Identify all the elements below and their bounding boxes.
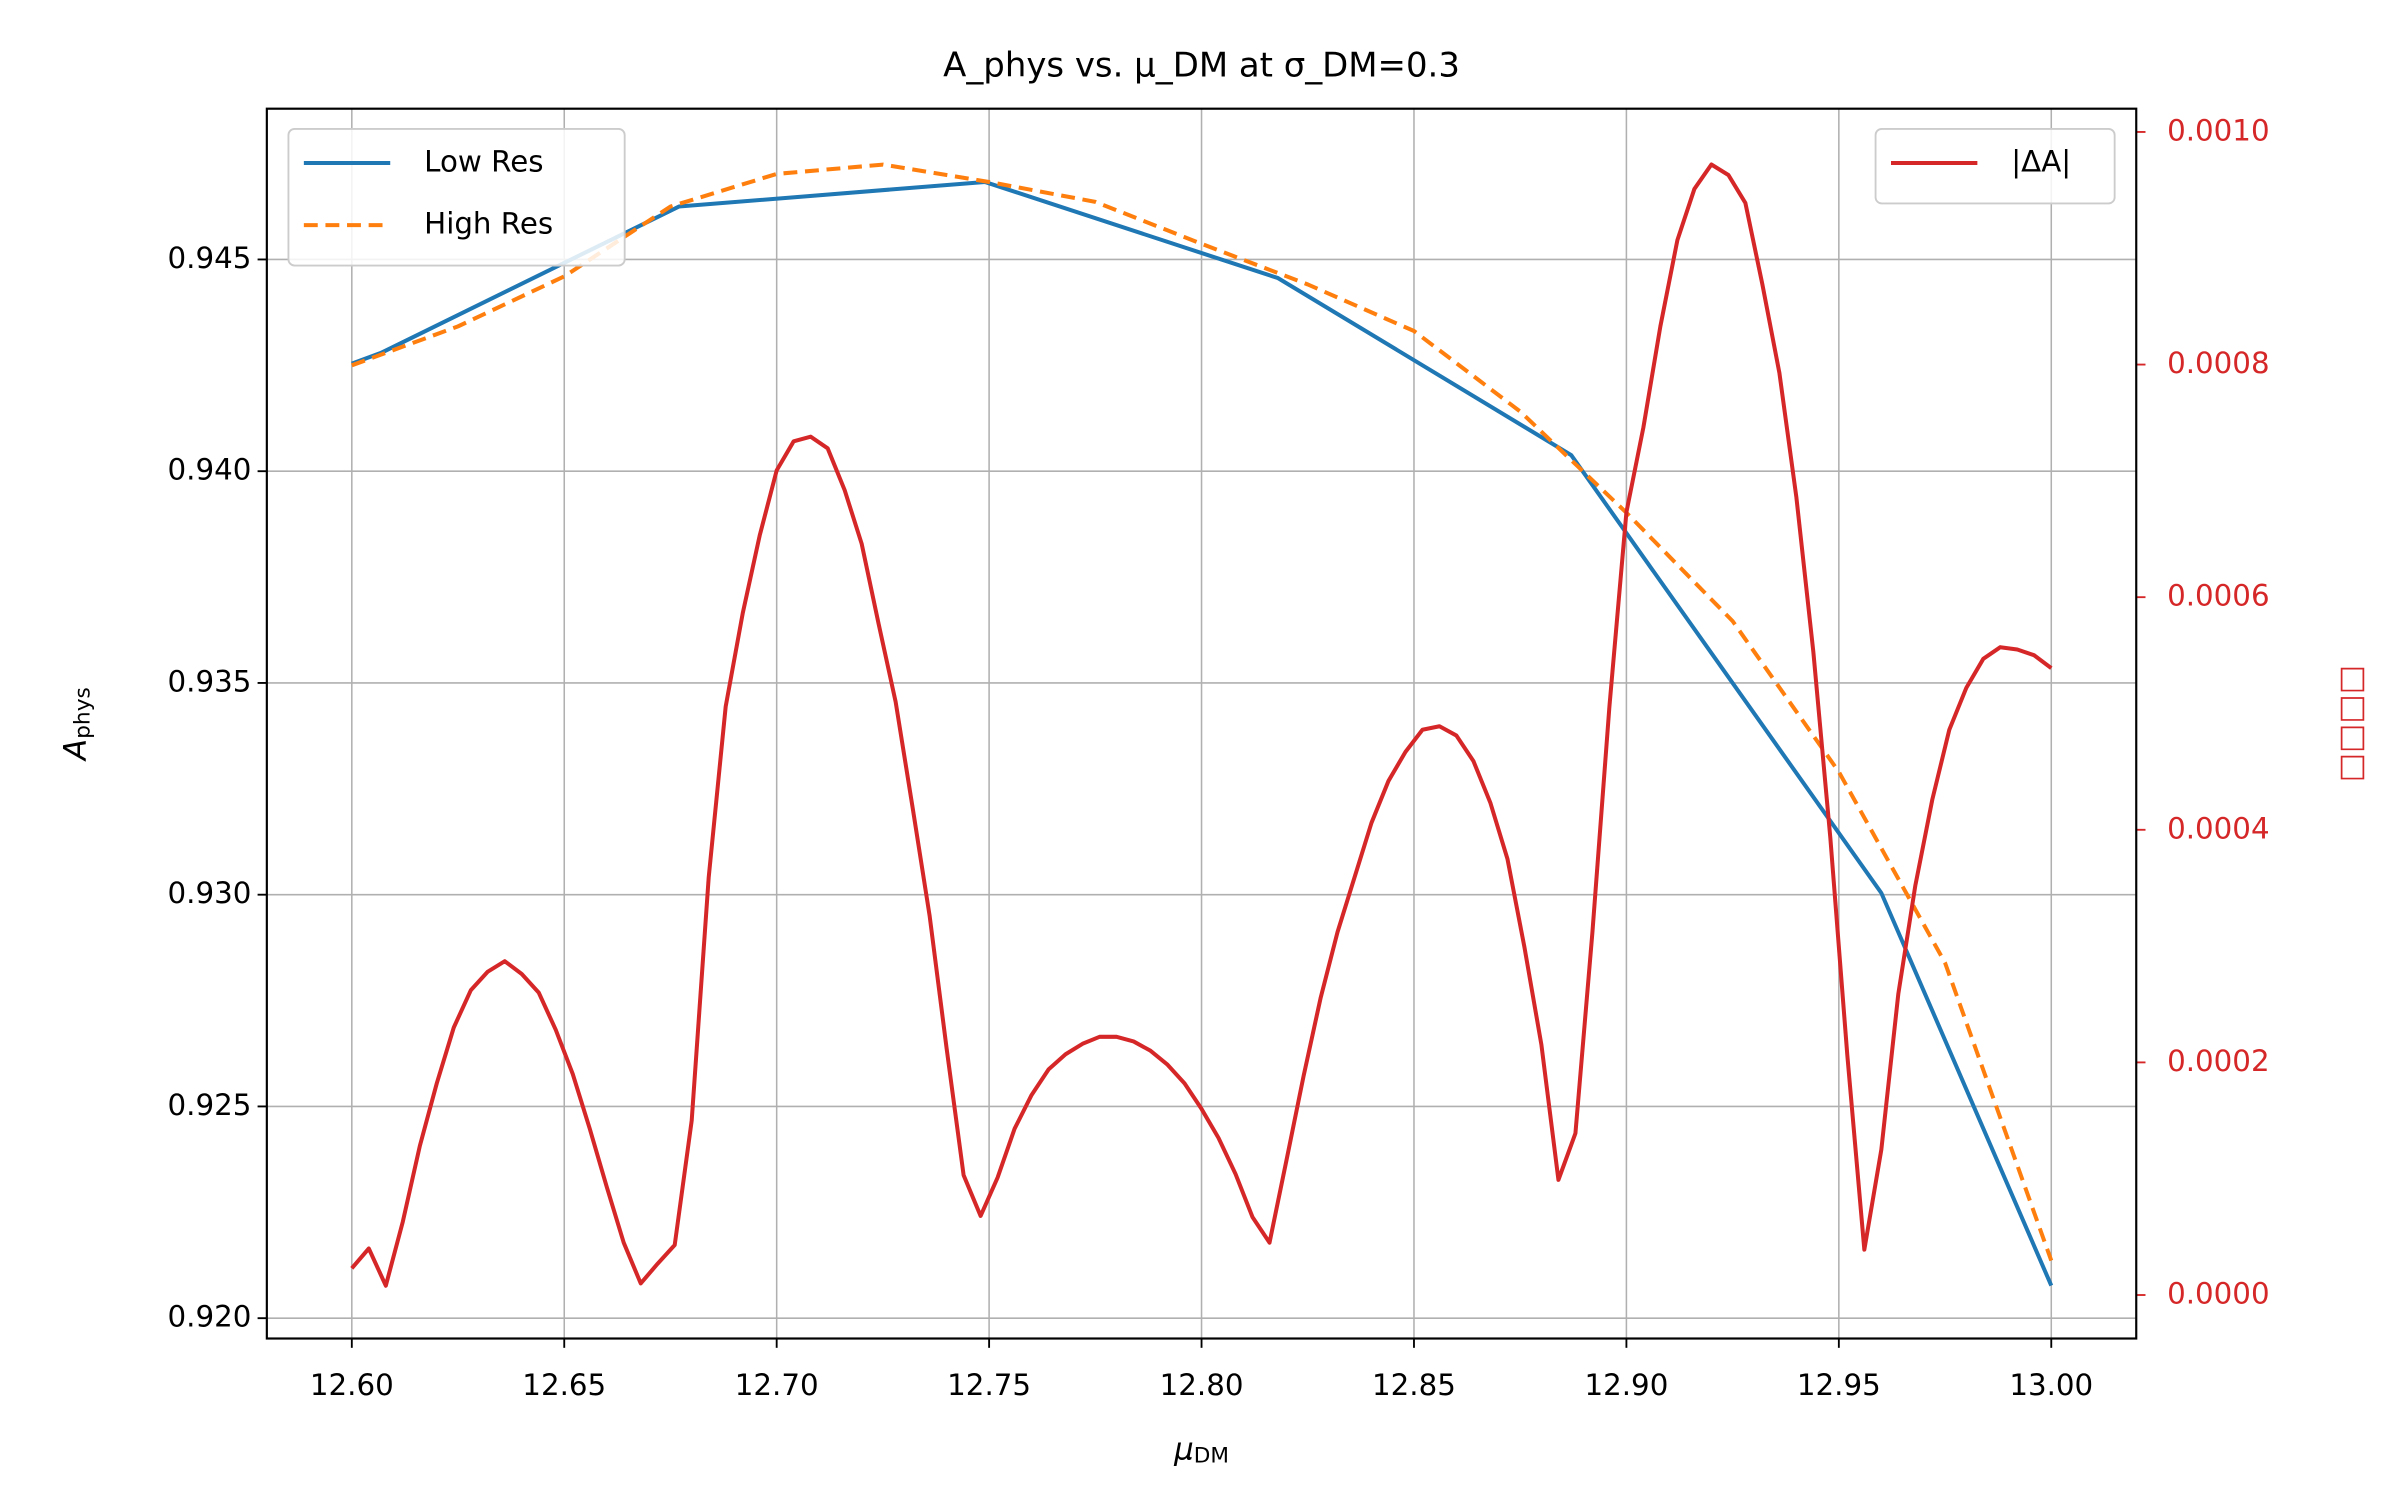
x-tick-label: 12.60 — [310, 1368, 394, 1402]
y2-tick-label: 0.0006 — [2167, 579, 2269, 613]
plot-frame — [265, 107, 2138, 1340]
legend-label: Low Res — [424, 144, 543, 178]
x-tick-label: 12.75 — [947, 1368, 1031, 1402]
x-tick-label: 12.95 — [1797, 1368, 1881, 1402]
y2-tick-label: 0.0002 — [2167, 1044, 2269, 1078]
y-axis-label: Aphys — [58, 687, 96, 762]
y2-tick-label: 0.0008 — [2167, 346, 2269, 380]
y-axis-label-subscript: phys — [70, 687, 95, 739]
y-tick-label: 0.930 — [168, 876, 252, 910]
y2-axis-label: □□□□ — [2333, 665, 2369, 782]
y-tick-label: 0.935 — [168, 664, 252, 698]
x-tick-label: 13.00 — [2009, 1368, 2093, 1402]
y-tick-label: 0.920 — [168, 1300, 252, 1334]
legend-label: High Res — [424, 207, 553, 241]
x-tick-label: 12.90 — [1584, 1368, 1668, 1402]
legend-label: |ΔA| — [2011, 144, 2071, 179]
x-tick-label: 12.70 — [735, 1368, 819, 1402]
x-tick-label: 12.80 — [1160, 1368, 1244, 1402]
series-line — [351, 162, 2054, 1262]
x-axis-label: μDM — [1173, 1431, 1229, 1469]
x-tick-label: 12.65 — [522, 1368, 606, 1402]
x-tick-label: 12.85 — [1372, 1368, 1456, 1402]
legend-y2-box — [1874, 127, 2116, 205]
y2-tick-label: 0.0000 — [2167, 1276, 2269, 1310]
y-tick-label: 0.925 — [168, 1088, 252, 1122]
chart-title: A_phys vs. μ_DM at σ_DM=0.3 — [943, 45, 1460, 85]
x-axis-label-subscript: DM — [1194, 1443, 1229, 1468]
y2-tick-label: 0.0004 — [2167, 811, 2269, 845]
series-line — [350, 162, 2053, 1288]
y-tick-label: 0.940 — [168, 453, 252, 487]
y-axis-label-symbol: A — [58, 739, 94, 762]
y-tick-label: 0.945 — [168, 241, 252, 275]
x-axis-label-symbol: μ — [1173, 1431, 1194, 1467]
y2-tick-label: 0.0010 — [2167, 113, 2269, 147]
